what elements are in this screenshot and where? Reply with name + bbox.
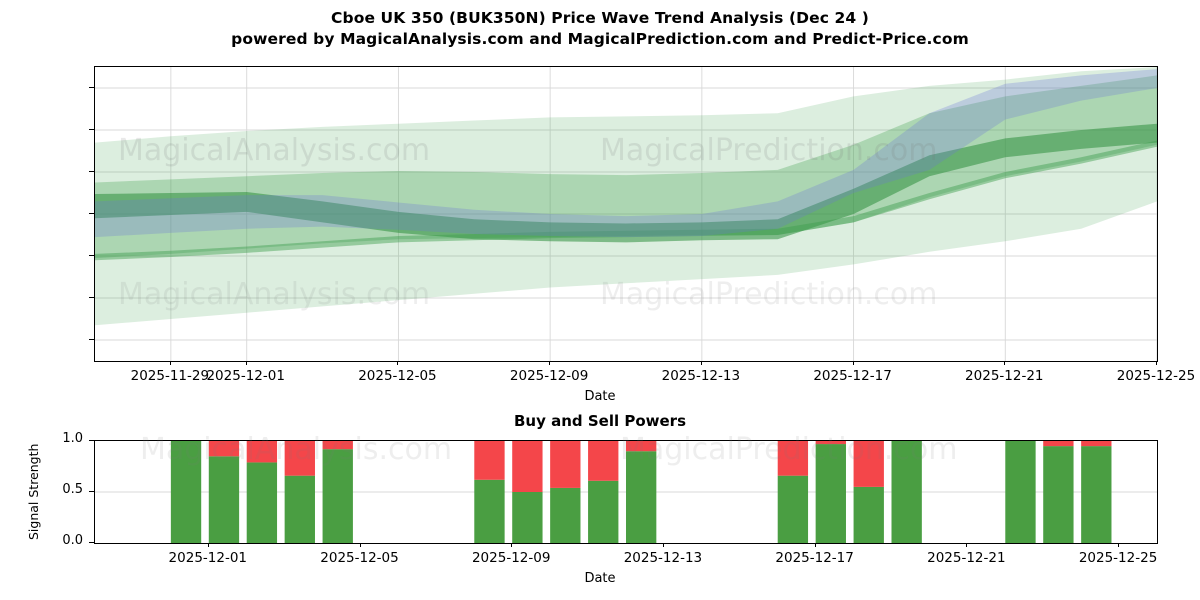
signal-bar [853, 441, 884, 543]
page-title: Cboe UK 350 (BUK350N) Price Wave Trend A… [0, 8, 1200, 50]
signal-x-tick: 2025-12-25 [1078, 550, 1158, 566]
price-x-tick: 2025-12-25 [1116, 368, 1196, 384]
price-y-tick-mark [89, 129, 94, 130]
signal-x-tick: 2025-12-05 [320, 550, 399, 566]
signal-y-tick-mark [89, 440, 94, 441]
price-x-axis-label: Date [584, 389, 616, 404]
price-x-tick: 2025-11-29 [130, 368, 210, 384]
signal-x-tick-mark [662, 542, 664, 547]
signal-bar [246, 441, 278, 543]
signal-bar [1081, 441, 1112, 543]
signal-plot-area [95, 441, 1157, 543]
signal-bar [550, 441, 581, 543]
buy-sell-power-chart [94, 440, 1158, 544]
price-x-tick-mark [852, 360, 854, 365]
price-y-tick-mark [89, 213, 94, 214]
signal-y-tick: 0.0 [62, 533, 83, 548]
signal-bar [1005, 441, 1036, 543]
price-x-tick-mark [1004, 360, 1006, 365]
title-line-2: powered by MagicalAnalysis.com and Magic… [231, 30, 969, 48]
signal-x-tick-mark [511, 542, 513, 547]
price-plot-area [95, 67, 1157, 361]
price-wave-chart [94, 66, 1158, 362]
signal-bar [170, 441, 202, 543]
signal-x-tick-mark [966, 542, 968, 547]
signal-bar [891, 441, 922, 543]
signal-bar [284, 441, 315, 543]
price-x-tick: 2025-12-09 [509, 368, 589, 384]
signal-chart-title: Buy and Sell Powers [513, 412, 686, 430]
price-x-tick: 2025-12-21 [965, 368, 1044, 384]
signal-bar [322, 441, 353, 543]
price-y-tick-mark [89, 297, 94, 298]
signal-y-tick-mark [89, 542, 94, 543]
signal-x-tick-mark [814, 542, 816, 547]
signal-bar [588, 441, 619, 543]
signal-bar [474, 441, 505, 543]
signal-x-tick: 2025-12-17 [775, 550, 854, 566]
price-x-tick: 2025-12-13 [661, 368, 741, 384]
signal-x-tick-mark [207, 542, 209, 547]
price-x-tick-mark [1156, 360, 1157, 365]
signal-bar [815, 441, 846, 543]
signal-bar [777, 441, 809, 543]
signal-bar [1043, 441, 1074, 543]
price-x-tick: 2025-12-05 [358, 368, 437, 384]
signal-y-tick: 0.5 [62, 482, 83, 497]
signal-bar [208, 441, 240, 543]
signal-x-tick-mark [359, 542, 361, 547]
price-y-tick-mark [89, 255, 94, 256]
price-x-tick-mark [169, 360, 171, 365]
price-y-tick-mark [89, 87, 94, 88]
signal-x-tick-mark [1118, 542, 1120, 547]
signal-y-tick-mark [89, 491, 94, 492]
title-line-1: Cboe UK 350 (BUK350N) Price Wave Trend A… [331, 9, 869, 27]
price-x-tick: 2025-12-01 [206, 368, 285, 384]
signal-bar [512, 441, 543, 543]
signal-y-tick: 1.0 [62, 431, 83, 446]
price-y-tick-mark [89, 171, 94, 172]
signal-x-axis-label: Date [584, 571, 616, 586]
price-x-tick-mark [549, 360, 551, 365]
signal-bar [626, 441, 657, 543]
price-x-tick-mark [700, 360, 702, 365]
signal-x-tick: 2025-12-01 [168, 550, 248, 566]
signal-x-tick: 2025-12-21 [927, 550, 1006, 566]
price-y-tick-mark [89, 339, 94, 340]
signal-x-tick: 2025-12-09 [471, 550, 551, 566]
price-x-tick-mark [397, 360, 399, 365]
signal-x-tick: 2025-12-13 [623, 550, 703, 566]
price-x-tick: 2025-12-17 [813, 368, 892, 384]
price-x-tick-mark [245, 360, 247, 365]
